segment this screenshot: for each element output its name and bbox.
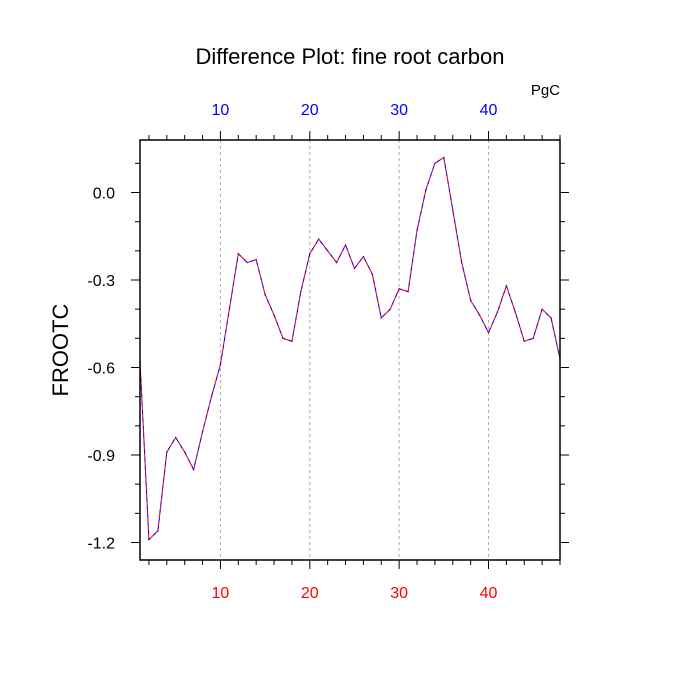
x-tick-label-bottom: 30 [390, 585, 408, 602]
data-point [300, 290, 302, 293]
x-tick-label-top: 40 [480, 102, 498, 119]
data-point [228, 308, 231, 310]
data-point [291, 340, 293, 343]
y-axis-label: FROOTC [48, 303, 73, 396]
x-tick-label-bottom: 20 [301, 585, 319, 602]
data-line-blue [139, 156, 561, 541]
plot-frame [139, 139, 561, 561]
data-point [166, 451, 168, 453]
data-point [434, 162, 436, 165]
y-tick-label: -0.3 [87, 273, 115, 290]
x-tick-label-bottom: 40 [480, 585, 498, 602]
data-point [210, 395, 213, 398]
data-point [148, 538, 150, 541]
data-point [344, 244, 347, 246]
data-point [353, 267, 356, 270]
data-point [443, 156, 445, 159]
data-point [273, 314, 275, 316]
axis-ticks [131, 131, 569, 569]
data-point [201, 430, 204, 433]
data-point [183, 451, 186, 453]
data-point [255, 258, 257, 261]
series-layer [139, 156, 561, 541]
units-label: PgC [531, 82, 560, 99]
data-point [389, 308, 392, 310]
data-point [550, 317, 552, 319]
x-tick-label-top: 30 [390, 102, 408, 119]
data-point [246, 261, 249, 264]
data-point [308, 252, 311, 255]
data-point [398, 287, 400, 290]
data-line-red [139, 156, 561, 541]
data-point [425, 188, 427, 191]
data-point [505, 285, 508, 287]
x-tick-label-bottom: 10 [212, 585, 230, 602]
data-point [192, 468, 195, 471]
y-tick-label: -1.2 [87, 536, 115, 553]
x-tick-label-top: 20 [301, 102, 319, 119]
data-point [157, 530, 159, 532]
data-point [416, 229, 418, 232]
y-tick-label: -0.9 [87, 448, 115, 465]
data-point [264, 293, 266, 296]
data-point [469, 299, 472, 302]
data-point [478, 314, 481, 316]
data-point [451, 209, 454, 211]
data-point [523, 340, 526, 343]
data-point [282, 337, 284, 340]
y-tick-label: -0.6 [87, 361, 115, 378]
data-point [460, 261, 463, 264]
data-point [317, 238, 320, 240]
data-point [407, 290, 409, 293]
data-point [174, 436, 177, 439]
y-tick-label: 0.0 [93, 186, 115, 203]
data-point [362, 255, 365, 258]
data-point [237, 252, 240, 255]
data-point [541, 308, 543, 310]
tick-labels: 10 10 20 20 30 30 40 40 0.0 -0.3 -0.6 -0.9 -1.2 [87, 102, 497, 602]
grid-lines [219, 140, 490, 560]
data-point [335, 261, 338, 264]
data-point [326, 250, 329, 252]
data-point [514, 311, 517, 313]
data-point [496, 311, 499, 313]
data-point [487, 331, 490, 334]
data-point [219, 363, 222, 366]
data-point [380, 317, 383, 319]
x-tick-label-top: 10 [212, 102, 230, 119]
data-point [371, 273, 374, 275]
data-point [532, 337, 534, 340]
chart-title: Difference Plot: fine root carbon [196, 44, 505, 69]
